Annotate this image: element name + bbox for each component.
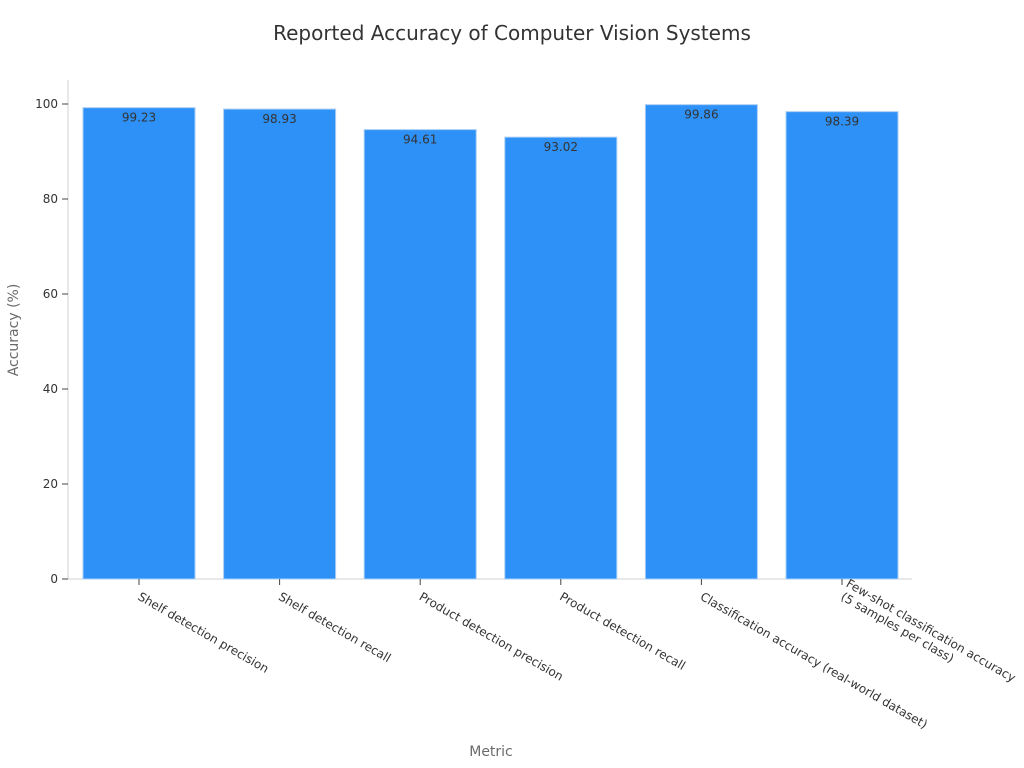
x-tick-label-line: Shelf detection precision [136,589,272,675]
bar [223,108,337,580]
x-tick-label-line: Shelf detection recall [276,589,393,665]
x-axis-title: Metric [469,744,513,760]
x-tick-label-line: Product detection recall [557,589,687,672]
x-tick-label: Few-shot classification accuracy(5 sampl… [837,576,1018,697]
x-tick-label: Shelf detection precision [136,589,272,675]
bar [644,104,758,580]
y-tick-label: 80 [43,192,58,206]
x-tick-label: Shelf detection recall [276,589,393,665]
bar-value-label: 99.86 [684,108,718,122]
x-tick-label: Product detection recall [557,589,687,672]
bar [82,107,196,580]
y-tick-label: 100 [35,97,58,111]
plot-area: 0 20 40 60 80 100 99.23 98.93 94.61 93.02 99.86 98… [35,80,1018,732]
bar-value-label: 94.61 [403,133,437,147]
x-tick-label-line: Product detection precision [417,589,566,683]
bar-value-label: 98.39 [825,115,859,129]
bar-value-label: 93.02 [544,140,578,154]
x-axis-ticks: Shelf detection precision Shelf detection… [136,576,1018,731]
y-tick-label: 40 [43,382,58,396]
y-axis-title: Accuracy (%) [6,284,22,377]
bar [504,136,618,580]
bar-value-label: 98.93 [262,112,296,126]
x-tick-label: Product detection precision [417,589,566,683]
chart-title: Reported Accuracy of Computer Vision Sys… [273,21,751,45]
bar [785,111,899,580]
bars [82,104,899,580]
y-tick-label: 0 [50,572,58,586]
y-tick-label: 60 [43,287,58,301]
y-axis-ticks: 0 20 40 60 80 100 [35,97,68,586]
y-tick-label: 20 [43,477,58,491]
bar [363,129,477,580]
x-tick-label-line: Few-shot classification accuracy [844,576,1018,685]
bar-value-label: 99.23 [122,111,156,125]
bar-value-labels: 99.23 98.93 94.61 93.02 99.86 98.39 [122,108,859,154]
